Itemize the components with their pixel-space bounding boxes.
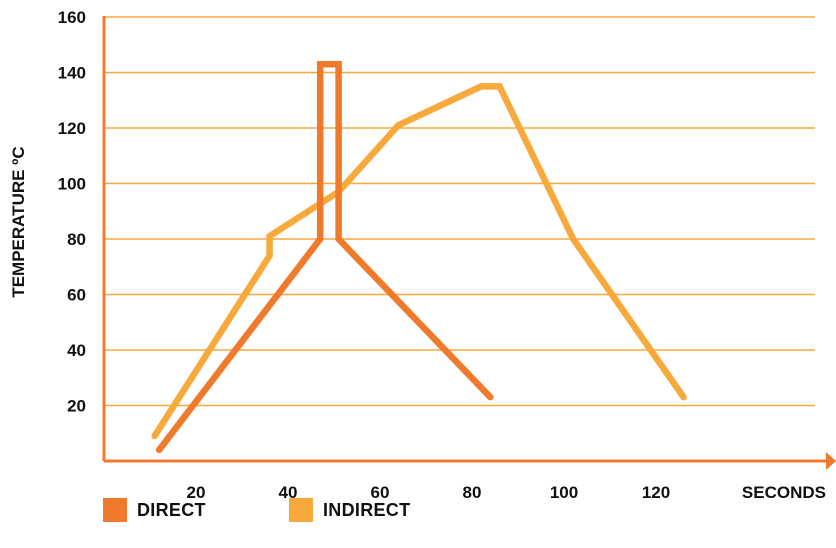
y-tick-label: 80 [67,230,86,249]
x-axis-title: SECONDS [742,483,826,502]
x-tick-label: 60 [371,483,390,502]
x-tick-label: 20 [187,483,206,502]
y-tick-label: 160 [58,8,86,27]
legend-label-direct: DIRECT [137,499,206,520]
x-axis-arrow [826,452,836,470]
y-tick-label: 20 [67,397,86,416]
y-axis-ticks: 20 40 60 80 100 120 140 160 [58,8,86,416]
legend-item-direct: DIRECT [103,498,206,522]
y-tick-label: 140 [58,64,86,83]
legend-label-indirect: INDIRECT [323,499,411,520]
legend-swatch-direct [103,498,127,522]
y-tick-label: 40 [67,341,86,360]
y-tick-label: 60 [67,286,86,305]
series-line-direct [155,60,494,454]
legend-item-indirect: INDIRECT [289,498,410,522]
x-tick-label: 80 [463,483,482,502]
y-tick-label: 120 [58,119,86,138]
series-line-indirect [151,83,687,440]
x-tick-label: 40 [279,483,298,502]
x-tick-label: 120 [642,483,670,502]
x-tick-label: 100 [550,483,578,502]
y-axis-title: TEMPERATURE ºC [9,146,28,297]
y-tick-label: 100 [58,175,86,194]
x-axis-ticks: 20 40 60 80 100 120 [187,483,671,502]
gridlines [104,16,815,407]
series-lines [151,60,687,454]
axes [102,16,836,470]
legend-swatch-indirect [289,498,313,522]
